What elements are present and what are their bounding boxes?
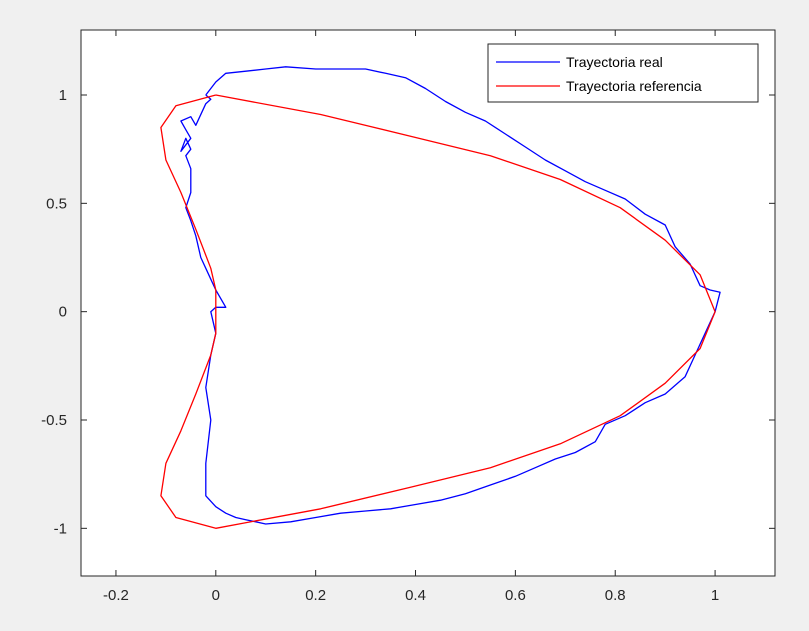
x-tick-label: 0: [212, 587, 220, 604]
legend: Trayectoria real Trayectoria referencia: [487, 43, 759, 103]
y-tick-label: 0: [59, 304, 67, 321]
x-tick-label: -0.2: [103, 587, 129, 604]
y-tick-label: -0.5: [41, 412, 67, 429]
series-layer: [160, 66, 721, 529]
series-line-trayectoria-real: [180, 66, 721, 525]
series-line-trayectoria-referencia: [160, 94, 716, 529]
axes-box: [80, 29, 776, 577]
y-tick-label: 1: [59, 87, 67, 104]
x-tick-label: 0.4: [405, 587, 426, 604]
ticks-layer: -0.2 0 0.2 0.4 0.6 0.8 1 -1 -0.5 0 0.5 1: [41, 30, 775, 604]
x-tick-label: 0.6: [505, 587, 526, 604]
x-tick-label: 1: [711, 587, 719, 604]
legend-label-real: Trayectoria real: [566, 54, 663, 70]
legend-box: [487, 43, 759, 103]
y-tick-label: -1: [54, 520, 67, 537]
x-tick-label: 0.8: [605, 587, 626, 604]
plot-area: [81, 30, 775, 576]
x-tick-label: 0.2: [305, 587, 326, 604]
y-tick-label: 0.5: [46, 195, 67, 212]
legend-label-referencia: Trayectoria referencia: [566, 78, 702, 94]
